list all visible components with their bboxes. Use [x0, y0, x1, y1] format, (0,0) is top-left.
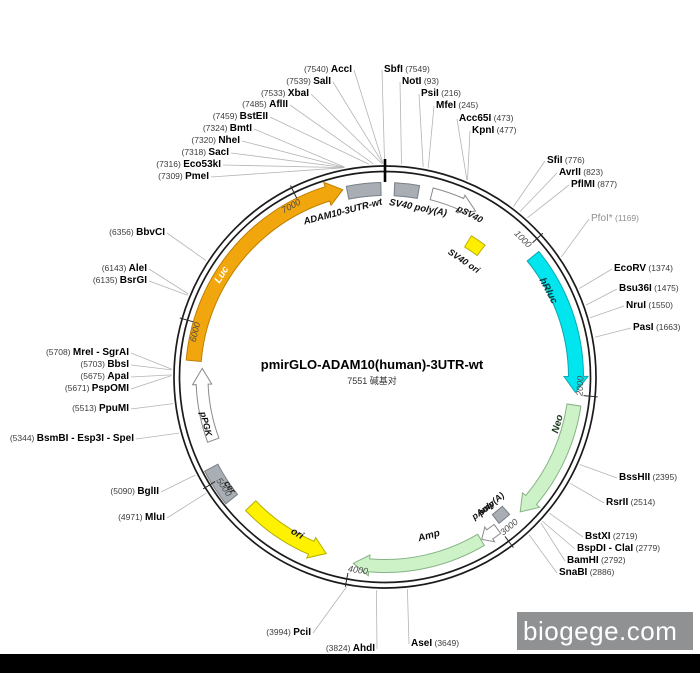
plasmid-name: pmirGLO-ADAM10(human)-3UTR-wt [260, 357, 484, 372]
restriction-site-pspomi-leader [130, 375, 172, 390]
restriction-site-saci-leader [230, 152, 344, 168]
restriction-site-xbai-leader [310, 93, 383, 164]
restriction-site-bstxi-leader [549, 512, 584, 538]
restriction-site-mfei-leader [427, 105, 435, 168]
restriction-site-alei-leader [148, 268, 189, 295]
feature-sv40-poly-a [393, 182, 421, 199]
restriction-site-kpni-leader [467, 130, 471, 181]
restriction-site-pcii-leader [312, 586, 347, 634]
restriction-site-sfii-leader [513, 160, 546, 207]
restriction-site-bsu36i-leader [585, 288, 618, 306]
restriction-site-pfoi-leader [561, 218, 590, 258]
restriction-site-sbfi-leader [381, 69, 385, 164]
restriction-site-mlui-leader [166, 492, 207, 519]
restriction-site-mrei-sgrai-leader [130, 352, 172, 370]
restriction-site-pasi-leader [594, 327, 632, 338]
plasmid-title-block: pmirGLO-ADAM10(human)-3UTR-wt 7551 碱基对 [232, 357, 512, 387]
restriction-site-sali-leader [332, 81, 384, 164]
feature-neo [519, 403, 582, 513]
tick-3000 [504, 536, 514, 548]
restriction-site-bbsi-leader [130, 364, 172, 371]
restriction-site-avrii-leader [519, 172, 558, 212]
restriction-site-acci-leader [353, 69, 384, 164]
restriction-site-nrui-leader [589, 305, 625, 319]
restriction-site-acc65i-leader [456, 118, 468, 180]
restriction-site-noti-leader [399, 81, 402, 165]
feature-poly-a [491, 505, 511, 525]
feature-adam10-3utr-wt [345, 181, 382, 200]
restriction-site-ecorv-leader [579, 268, 613, 289]
restriction-site-aflii-leader [289, 104, 374, 165]
feature-cer [203, 463, 239, 505]
tick-2000 [583, 395, 598, 398]
tick-5000 [202, 481, 216, 490]
restriction-site-apai-leader [130, 374, 172, 378]
feature-sv40-ori [463, 235, 486, 257]
restriction-site-bsteii-leader [269, 116, 369, 165]
restriction-site-bsmbi-esp3i-spei-leader [135, 432, 180, 440]
restriction-site-snabi-leader [528, 534, 558, 574]
tick-6000 [179, 317, 194, 323]
restriction-site-bamhi-leader [540, 522, 566, 562]
tick-1000 [532, 232, 544, 244]
restriction-site-psii-leader [418, 93, 424, 167]
feature-ppgk [191, 367, 220, 443]
restriction-site-pflmi-leader [527, 184, 570, 219]
restriction-site-bbvci-leader [166, 232, 207, 261]
restriction-site-ppumi-leader [130, 403, 174, 410]
restriction-site-bsshii-leader [579, 464, 618, 479]
restriction-site-nhei-leader [241, 140, 345, 168]
restriction-site-ahdi-leader [376, 590, 378, 650]
restriction-site-eco53ki-leader [222, 164, 344, 168]
restriction-site-bmti-leader [253, 128, 346, 168]
tick-7000 [290, 185, 298, 199]
restriction-site-asei-leader [407, 589, 410, 645]
restriction-site-rsrii-leader [569, 482, 605, 504]
bottom-bar [0, 654, 700, 673]
feature-hrluc [526, 250, 590, 394]
restriction-site-bglii-leader [160, 474, 196, 493]
restriction-site-bsrgi-leader [148, 280, 188, 296]
feature-psv40 [429, 187, 477, 214]
feature-ori [244, 500, 328, 559]
tick-4000 [344, 572, 349, 587]
watermark: biogege.com [517, 612, 693, 650]
plasmid-size-bp: 7551 碱基对 [347, 376, 397, 386]
restriction-site-pmei-leader [210, 167, 343, 178]
feature-luc [185, 181, 344, 362]
feature-pamp [481, 523, 502, 543]
restriction-site-bspdi-clai-leader [542, 520, 576, 550]
feature-amp [352, 533, 485, 577]
